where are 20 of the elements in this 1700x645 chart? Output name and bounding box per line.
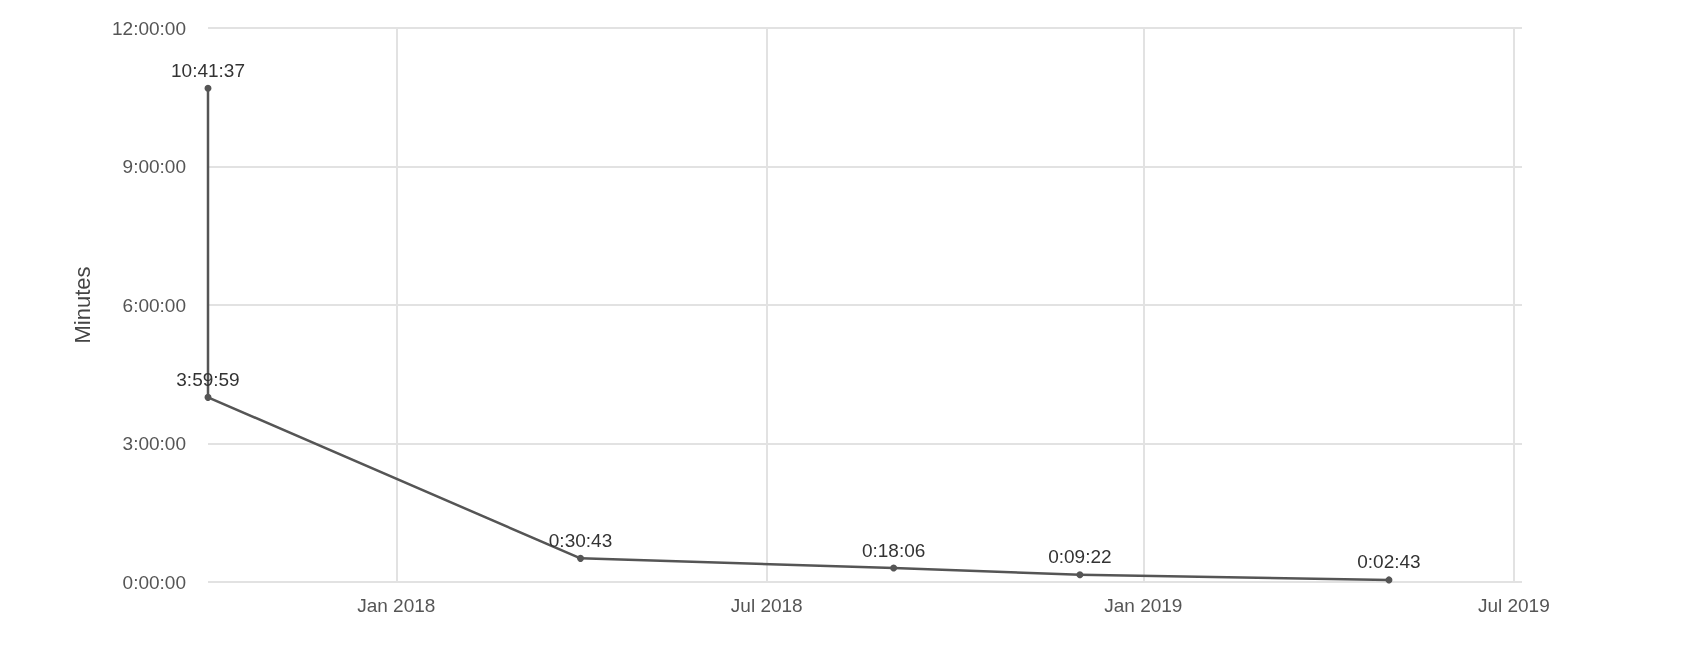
data-label: 0:18:06: [861, 539, 926, 561]
point: [204, 393, 212, 401]
y-tick-label: 6:00:00: [122, 294, 186, 316]
x-tick-label: Jul 2019: [1477, 595, 1550, 616]
y-tick-label: 3:00:00: [122, 433, 186, 454]
x-tick-label: Jul 2018: [730, 595, 803, 616]
y-tick-label: 0:00:00: [122, 571, 186, 593]
data-label: 0:09:22: [1048, 546, 1112, 568]
y-axis-title: Minutes: [69, 266, 95, 344]
point: [890, 564, 898, 572]
data-label: 0:02:43: [1357, 551, 1421, 573]
y-tick-label: 9:00:00: [122, 156, 186, 177]
point: [204, 84, 212, 92]
y-tick-label: 12:00:00: [112, 17, 186, 39]
x-tick-label: Jan 2018: [357, 595, 436, 616]
point: [1076, 571, 1084, 579]
data-label: 10:41:37: [171, 59, 245, 81]
point: [577, 554, 584, 562]
data-label: 0:30:43: [548, 529, 613, 551]
x-tick-label: Jan 2019: [1104, 595, 1183, 616]
